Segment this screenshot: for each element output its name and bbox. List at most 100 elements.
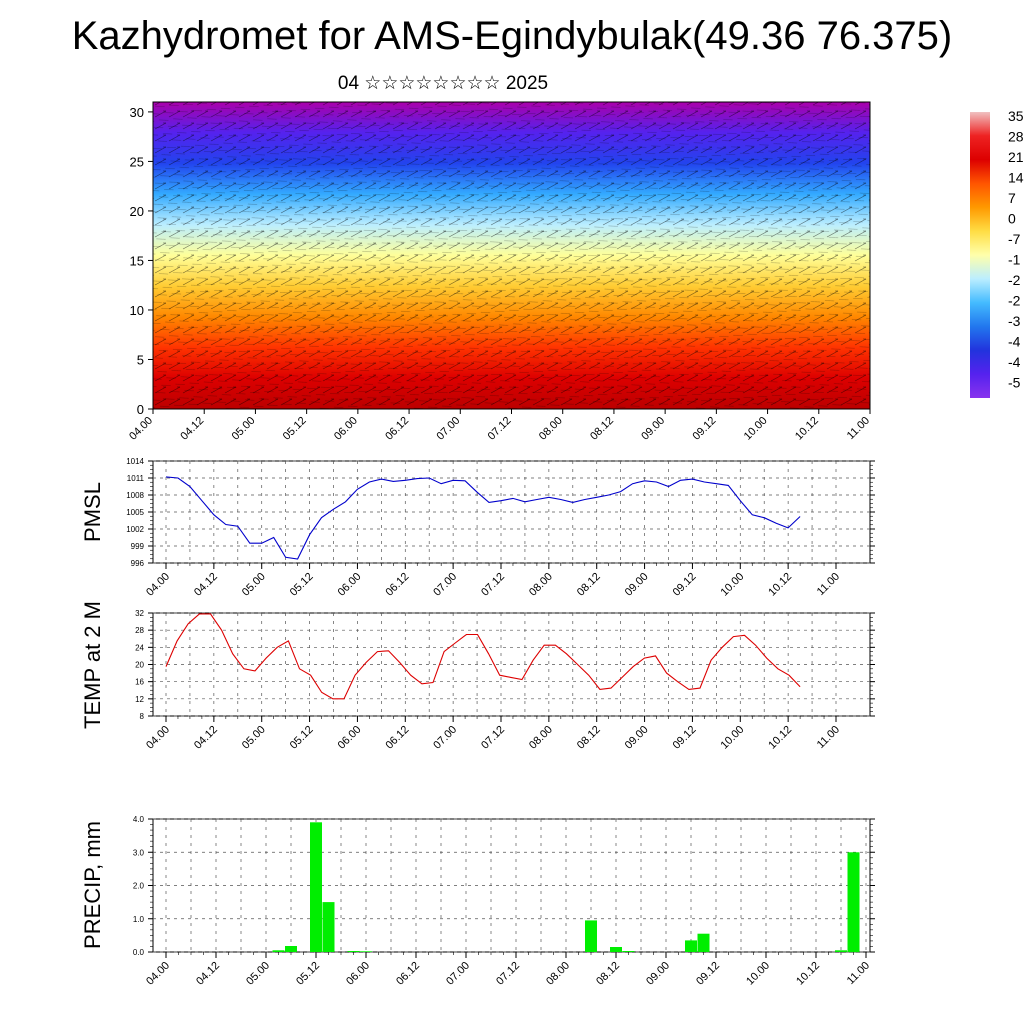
colorbar-label: 21	[1008, 149, 1024, 165]
heatmap-x-tick-label: 07.12	[486, 415, 514, 443]
heatmap-x-tick-label: 05.12	[281, 415, 309, 443]
colorbar-ramp	[970, 112, 990, 398]
chart-title: Kazhydromet for AMS-Egindybulak(49.36 76…	[71, 14, 953, 58]
x-tick-label: 08.12	[594, 960, 622, 988]
colorbar-label: -4	[1008, 334, 1021, 350]
colorbar-label: 7	[1008, 190, 1016, 206]
x-tick-label: 09.00	[623, 724, 651, 752]
wind-vectors-secondary	[153, 102, 870, 409]
x-tick-label: 04.00	[144, 960, 172, 988]
chart-subtitle: 04 ☆☆☆☆☆☆☆☆ 2025	[337, 73, 549, 94]
x-tick-label: 06.12	[383, 724, 411, 752]
x-tick-label: 09.12	[694, 960, 722, 988]
y-tick-label: 8	[140, 712, 145, 721]
colorbar-label: -3	[1008, 313, 1021, 329]
pmsl-panel: 1014 1011 1008 1005 1002 999 996 04.00 04.12 05.0…	[80, 457, 875, 599]
y-tick-label: 1008	[126, 491, 144, 500]
y-tick-label: 1014	[126, 457, 144, 466]
precip-bar	[685, 940, 697, 952]
x-tick-label: 06.12	[383, 571, 411, 599]
heatmap-y-tick-label: 30	[130, 105, 144, 120]
y-tick-label: 999	[131, 542, 145, 551]
x-tick-label: 07.00	[431, 724, 459, 752]
colorbar-label: -2	[1008, 272, 1021, 288]
heatmap-y-axis: 0 5 10 15 20 25 30	[130, 105, 153, 417]
y-tick-label: 2.0	[133, 882, 145, 891]
colorbar-label: 0	[1008, 211, 1016, 227]
heatmap-x-tick-label: 09.00	[639, 415, 667, 443]
heatmap-y-tick-label: 5	[137, 352, 144, 367]
colorbar-label: -2	[1008, 293, 1021, 309]
y-tick-label: 996	[131, 559, 145, 568]
heatmap-x-axis: 04.00 04.12 05.00 05.12 06.00 06.12 07.00 07.12…	[127, 409, 872, 443]
precip-bar	[285, 946, 297, 952]
heatmap-x-tick-label: 10.12	[793, 415, 821, 443]
precip-bar	[360, 951, 372, 952]
heatmap-y-tick-label: 15	[130, 253, 144, 268]
precip-bar	[272, 950, 285, 952]
x-tick-label: 11.00	[815, 571, 842, 598]
heatmap-x-tick-label: 06.00	[332, 415, 360, 443]
heatmap-x-tick-label: 09.12	[691, 415, 719, 443]
heatmap-x-tick-label: 04.12	[178, 415, 206, 443]
x-tick-label: 05.12	[294, 960, 322, 988]
precip-bar	[585, 920, 597, 952]
x-tick-label: 07.12	[479, 724, 507, 752]
heatmap-x-tick-label: 06.12	[383, 415, 411, 443]
heatmap-y-tick-label: 0	[137, 402, 144, 417]
precipitation-panel: 4.0 3.0 2.0 1.0 0.0 04.00 04.12 05.00 05.12 06.00…	[80, 815, 875, 988]
panel-y-label: PRECIP, mm	[80, 821, 105, 949]
x-tick-label: 08.12	[575, 724, 603, 752]
colorbar-labels: 35 28 21 14 7 0 -7 -1 -2 -2 -3 -4 -4 -5	[1008, 108, 1024, 391]
x-tick-label: 10.00	[744, 960, 772, 988]
y-tick-label: 0.0	[133, 948, 145, 957]
colorbar-label: -1	[1008, 252, 1021, 268]
heatmap-x-tick-label: 08.12	[588, 415, 616, 443]
precip-bar	[697, 933, 710, 952]
x-tick-label: 11.00	[845, 960, 872, 987]
heatmap-y-tick-label: 10	[130, 303, 144, 318]
heatmap-x-tick-label: 07.00	[434, 415, 462, 443]
heatmap-x-tick-label: 05.00	[230, 415, 258, 443]
x-tick-label: 10.12	[766, 724, 794, 752]
y-tick-label: 1002	[126, 525, 144, 534]
x-tick-label: 04.00	[144, 724, 172, 752]
colorbar-label: 28	[1008, 129, 1024, 145]
y-tick-label: 20	[135, 661, 144, 670]
colorbar-label: -7	[1008, 231, 1021, 247]
y-tick-label: 16	[135, 678, 144, 687]
pmsl-line	[165, 476, 801, 560]
x-tick-label: 10.12	[766, 571, 794, 599]
heatmap-x-tick-label: 10.00	[742, 415, 770, 443]
heatmap-y-tick-label: 20	[130, 204, 144, 219]
x-tick-label: 05.12	[288, 724, 316, 752]
x-tick-label: 07.12	[494, 960, 522, 988]
x-tick-label: 09.12	[671, 724, 699, 752]
colorbar-label: -4	[1008, 354, 1021, 370]
x-tick-label: 05.12	[288, 571, 316, 599]
x-tick-label: 09.00	[623, 571, 651, 599]
x-tick-label: 07.12	[479, 571, 507, 599]
x-tick-label: 05.00	[244, 960, 272, 988]
panel-y-label: TEMP at 2 M	[80, 601, 105, 729]
temperature-panel: 32 28 24 20 16 12 8 04.00 04.12 05.00 05.12 06.00 06…	[80, 601, 875, 752]
y-tick-label: 1005	[126, 508, 144, 517]
x-tick-label: 11.00	[815, 724, 842, 751]
y-tick-label: 24	[135, 643, 144, 652]
x-tick-label: 06.00	[344, 960, 372, 988]
precip-bar	[847, 852, 860, 953]
x-tick-label: 10.00	[718, 724, 746, 752]
y-tick-label: 4.0	[133, 815, 145, 824]
x-tick-label: 08.00	[527, 724, 555, 752]
x-tick-label: 09.00	[644, 960, 672, 988]
x-tick-label: 10.00	[718, 571, 746, 599]
y-tick-label: 3.0	[133, 848, 145, 857]
precip-bar	[347, 951, 360, 952]
y-tick-label: 12	[135, 695, 144, 704]
precip-bar	[310, 822, 322, 952]
x-tick-label: 05.00	[240, 724, 268, 752]
y-tick-label: 1011	[127, 474, 145, 483]
x-tick-label: 09.12	[671, 571, 699, 599]
x-tick-label: 07.00	[431, 571, 459, 599]
x-tick-label: 04.12	[194, 960, 222, 988]
